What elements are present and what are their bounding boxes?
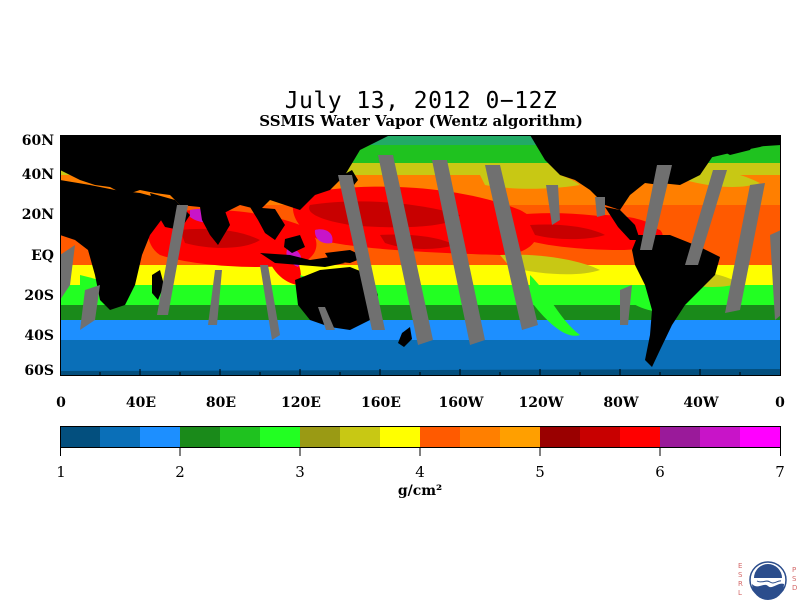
colorbar-swatch [340,426,381,448]
colorbar-swatch [380,426,421,448]
colorbar-label-2: 2 [175,463,185,481]
lon-label-80e: 80E [205,395,237,411]
logo-letter: S [792,575,797,583]
colorbar-swatch [620,426,661,448]
gap-swath [378,155,433,345]
land [60,135,781,376]
gap-swath [432,160,485,345]
land-madagascar [152,270,164,300]
land-south-america [632,235,720,367]
land-greenland [710,135,760,155]
colorbar-swatch [660,426,701,448]
colorbar-swatch [300,426,341,448]
colorbar-swatch [540,426,581,448]
lon-label-120w: 120W [518,395,564,411]
gap-swath [208,270,222,325]
colorbar-label-7: 7 [775,463,785,481]
colorbar-swatch [740,426,781,448]
colorbar-label-1: 1 [56,463,66,481]
colorbar-label-3: 3 [295,463,305,481]
gap-swath [485,165,538,330]
colorbar-swatch [700,426,741,448]
land-australia [295,267,378,330]
noaa-logo: E S R L P S D [736,560,800,600]
lat-label-20s: 20S [24,288,54,304]
colorbar-swatch [220,426,261,448]
colorbar-swatch [180,426,221,448]
land-borneo [284,235,305,253]
logo-letter: S [738,571,743,579]
gap-swath [546,185,560,225]
colorbar-label-4: 4 [415,463,425,481]
gap-swath [260,265,280,340]
colorbar-swatch [420,426,461,448]
gap-swath [640,165,672,250]
gap-swath [60,245,75,300]
colorbar-ticks [60,448,781,456]
gap-swath [318,307,335,330]
gap-swath [338,175,385,330]
land-new-zealand [398,327,412,347]
logo-letter: D [792,584,798,592]
logo-letter: E [738,562,743,570]
colorbar-swatch [60,426,101,448]
logo-letter: L [738,589,742,597]
colorbar-swatch [580,426,621,448]
logo-letter: R [738,580,743,588]
lat-label-40n: 40N [21,167,54,183]
gap-swath [80,285,100,330]
colorbar-label-5: 5 [535,463,545,481]
colorbar-swatch [460,426,501,448]
colorbar-swatch [260,426,301,448]
lat-label-eq: EQ [31,248,54,264]
lat-label-20n: 20N [21,207,54,223]
logo-letter: P [792,566,797,574]
gap-swath [595,197,605,217]
lon-label-160w: 160W [438,395,484,411]
land-indonesia [260,253,345,267]
colorbar [60,426,781,448]
lat-label-60n: 60N [21,133,54,149]
lon-label-40w: 40W [683,395,719,411]
colorbar-swatch [100,426,141,448]
land-india [200,207,230,245]
lat-label-40s: 40S [24,328,54,344]
land-southeast-asia [250,207,285,240]
map-subtitle: SSMIS Water Vapor (Wentz algorithm) [259,112,583,130]
lon-label-0: 0 [56,395,66,411]
water-vapor-map [60,135,781,376]
gap-swath [685,170,727,265]
land-central-america [605,207,640,240]
lat-label-60s: 60S [24,363,54,379]
colorbar-units: g/cm² [397,483,443,499]
gap-swath [620,285,632,325]
gap-swath [770,230,781,320]
land-new-guinea [325,250,365,263]
lon-label-0-end: 0 [775,395,785,411]
colorbar-swatch [500,426,541,448]
lon-label-120e: 120E [281,395,321,411]
gap-swath [157,205,188,315]
lon-label-80w: 80W [603,395,639,411]
data-gaps [60,155,781,345]
lon-label-40e: 40E [125,395,157,411]
lon-label-160e: 160E [361,395,401,411]
noaa-emblem-icon [749,561,787,600]
colorbar-swatch [140,426,181,448]
land-africa [60,180,165,310]
lon-ticks [60,369,781,376]
map-title: July 13, 2012 0−12Z [284,88,558,114]
gap-swath [725,183,765,313]
colorbar-label-6: 6 [655,463,665,481]
